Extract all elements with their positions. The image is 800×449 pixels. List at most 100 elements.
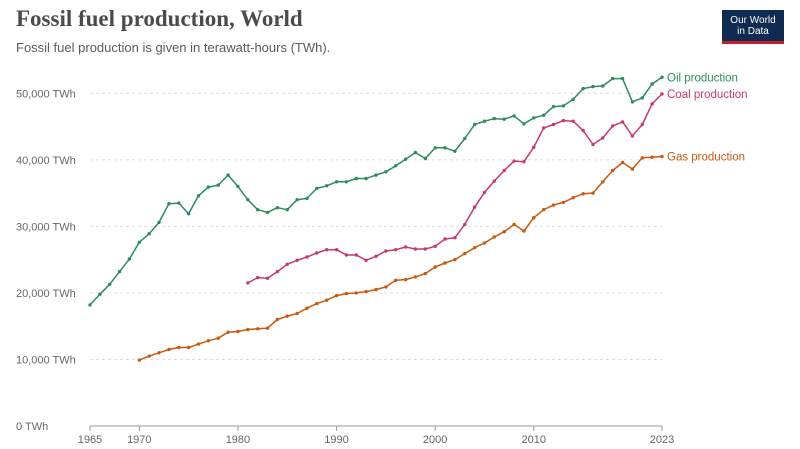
data-point (650, 102, 654, 106)
data-point (108, 282, 112, 286)
data-point (512, 222, 516, 227)
data-point (620, 120, 625, 124)
data-point (433, 244, 437, 248)
data-point (374, 287, 378, 292)
data-point (88, 303, 92, 307)
data-point (354, 176, 358, 181)
data-point (374, 254, 378, 258)
data-point (571, 196, 575, 200)
x-tick-label: 2023 (650, 434, 674, 446)
data-point (492, 179, 496, 183)
data-point (394, 248, 398, 252)
data-point (177, 201, 181, 205)
data-point (285, 208, 289, 212)
data-point (443, 237, 447, 241)
data-point (551, 122, 556, 127)
data-point (305, 306, 309, 310)
data-point (502, 168, 506, 173)
y-tick-label: 30,000 TWh (16, 221, 76, 233)
data-point (620, 160, 625, 165)
data-point (472, 205, 477, 209)
data-point (206, 185, 210, 189)
data-point (325, 184, 329, 188)
data-point (265, 210, 270, 215)
data-point (117, 269, 122, 274)
data-point (660, 154, 664, 159)
data-point (472, 246, 477, 250)
x-tick-label: 1965 (78, 434, 102, 446)
data-point (384, 285, 388, 289)
data-point (305, 255, 309, 259)
data-point (482, 119, 487, 123)
data-point (640, 96, 644, 100)
logo-line-1: Our World (730, 15, 776, 26)
x-tick-label: 2000 (423, 434, 447, 446)
data-point (472, 122, 477, 127)
x-tick-label: 1970 (127, 434, 151, 446)
data-point (236, 329, 240, 334)
data-point (315, 301, 319, 306)
data-point (581, 192, 585, 196)
data-point (463, 251, 467, 256)
data-point (364, 289, 368, 294)
data-point (413, 275, 418, 279)
data-point (285, 262, 289, 266)
data-point (502, 117, 506, 121)
data-point (542, 126, 546, 130)
data-point (334, 248, 339, 252)
data-point (463, 136, 467, 141)
data-point (453, 236, 457, 240)
data-point (137, 240, 141, 244)
data-point (413, 150, 418, 155)
series-line (139, 155, 663, 361)
data-point (275, 206, 280, 210)
logo-line-2: in Data (737, 26, 769, 37)
y-tick-label: 10,000 TWh (16, 354, 76, 366)
data-point (433, 265, 437, 269)
data-point (403, 277, 408, 282)
data-point (443, 261, 447, 265)
data-point (660, 75, 664, 80)
data-point (384, 249, 388, 253)
data-point (591, 191, 595, 195)
data-point (611, 168, 615, 173)
data-point (364, 258, 368, 262)
data-point (147, 354, 151, 358)
data-point (482, 190, 487, 195)
data-point (650, 82, 654, 86)
data-point (394, 164, 398, 168)
data-point (374, 173, 378, 177)
data-point (423, 271, 427, 276)
data-point (186, 345, 191, 350)
data-point (354, 253, 358, 257)
data-point (246, 327, 250, 332)
data-point (206, 339, 210, 343)
data-point (137, 358, 141, 362)
data-point (147, 232, 151, 236)
data-point (423, 156, 427, 161)
owid-logo[interactable]: Our World in Data (722, 10, 784, 44)
data-point (226, 330, 230, 334)
data-point (157, 220, 161, 225)
data-point (403, 157, 408, 161)
data-point (344, 291, 349, 296)
data-point (551, 104, 556, 109)
y-tick-label: 20,000 TWh (16, 288, 76, 300)
data-point (423, 247, 427, 251)
data-point (601, 136, 605, 140)
data-point (344, 180, 349, 184)
data-point (443, 146, 447, 150)
data-point (295, 311, 299, 316)
data-point (463, 222, 467, 227)
data-point (334, 180, 339, 184)
data-point (256, 208, 260, 212)
data-point (561, 104, 566, 108)
data-point (591, 84, 595, 89)
data-point (177, 345, 181, 350)
data-point (216, 183, 220, 187)
data-point (640, 156, 644, 160)
data-point (611, 124, 615, 128)
data-point (611, 76, 615, 81)
data-point (394, 278, 398, 282)
